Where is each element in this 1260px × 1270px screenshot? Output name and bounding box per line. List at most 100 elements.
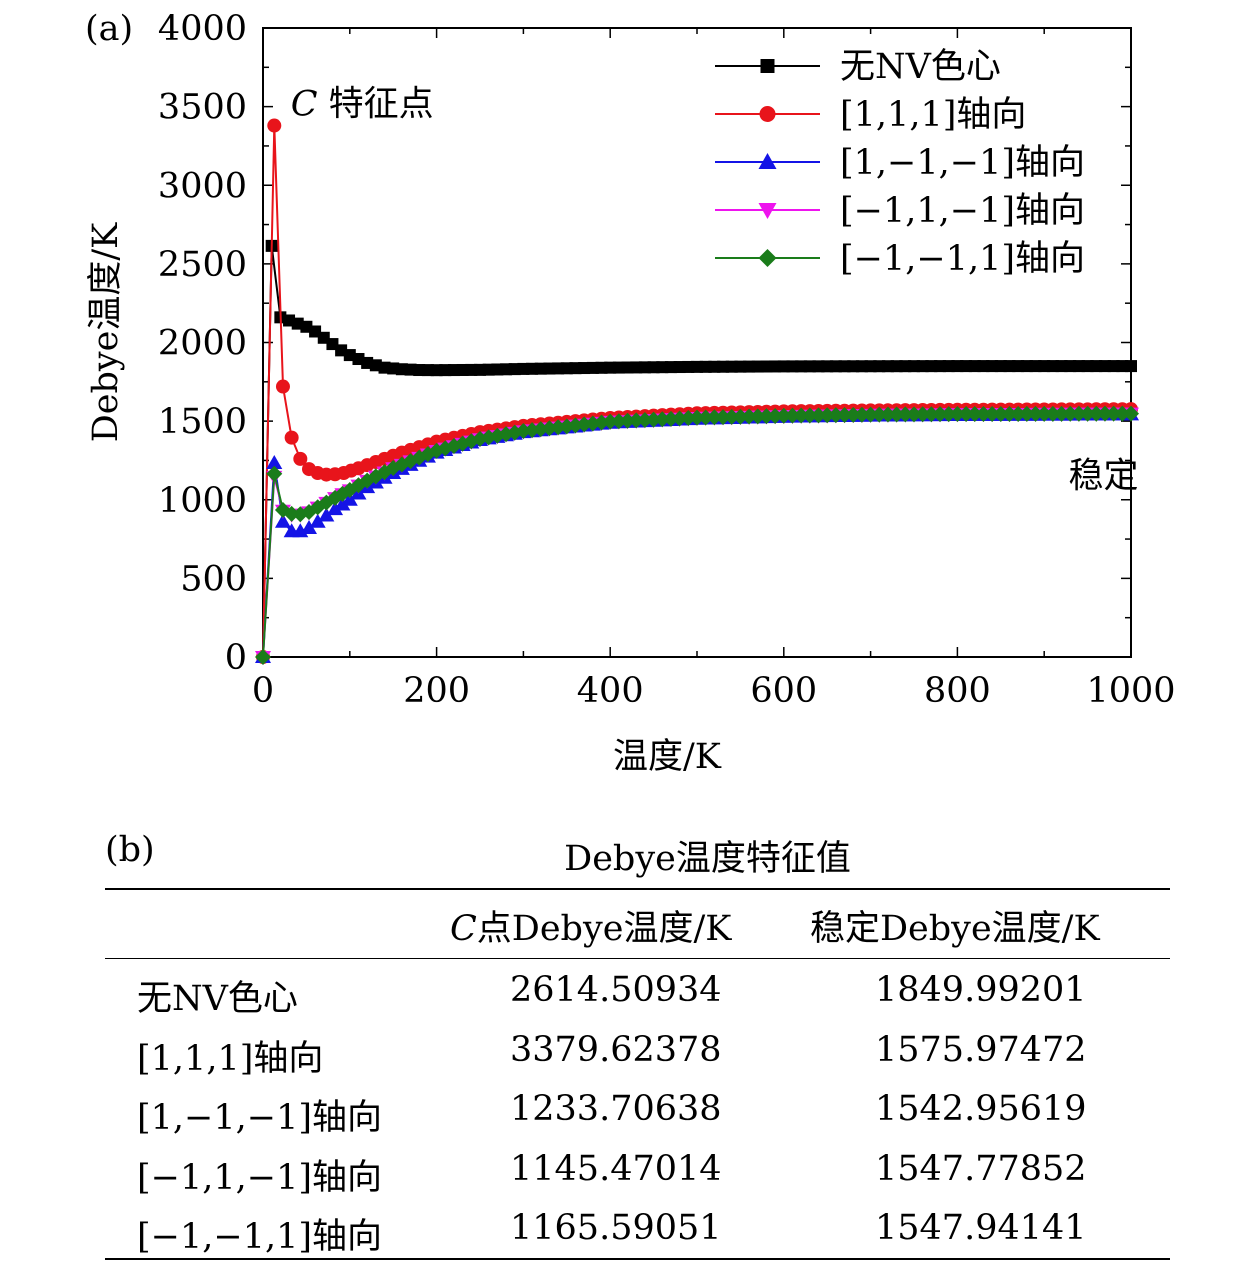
marker-diamond <box>897 406 914 423</box>
legend-entry-2: [1,−1,−1]轴向 <box>715 143 1085 183</box>
marker-diamond <box>689 409 705 426</box>
row-stable-value: 1547.77852 <box>875 1148 1087 1189</box>
row-name: 无NV色心 <box>137 979 298 1019</box>
legend-label: [−1,−1,1]轴向 <box>840 239 1085 279</box>
row-stable-value: 1547.94141 <box>875 1208 1087 1248</box>
marker-circle <box>275 379 290 394</box>
row-c-point-value: 1145.47014 <box>510 1148 722 1189</box>
legend-entry-4: [−1,−1,1]轴向 <box>715 239 1085 279</box>
marker-diamond <box>697 409 714 426</box>
marker-diamond <box>1096 405 1113 422</box>
marker-diamond <box>619 412 636 429</box>
marker-triangle-up <box>274 513 291 528</box>
marker-diamond <box>645 411 662 428</box>
marker-diamond <box>966 406 983 423</box>
marker-square <box>760 59 775 73</box>
legend-label: [1,1,1]轴向 <box>840 95 1026 135</box>
annotation-feature-text: 特征点 <box>329 84 434 124</box>
marker-circle <box>293 451 308 466</box>
debye-temperature-chart: (a) 0 200 400 600 800 1000 0 500 1000 1500 2000 250… <box>85 9 1176 777</box>
marker-diamond <box>1044 405 1061 422</box>
marker-diamond <box>853 406 870 423</box>
marker-diamond <box>1001 405 1018 422</box>
marker-diamond <box>940 406 957 423</box>
row-name: [−1,−1,1]轴向 <box>137 1217 383 1257</box>
y-tick-label: 2500 <box>158 245 247 285</box>
marker-diamond <box>255 649 271 665</box>
marker-circle <box>267 118 282 133</box>
marker-diamond <box>932 406 949 423</box>
marker-triangle-up <box>318 507 335 522</box>
marker-diamond <box>1036 405 1053 422</box>
marker-diamond <box>1088 405 1105 422</box>
marker-diamond <box>975 406 992 423</box>
marker-diamond <box>871 406 888 423</box>
marker-diamond <box>992 405 1009 422</box>
marker-square <box>508 363 521 376</box>
marker-triangle-up <box>327 501 344 516</box>
legend-entry-1: [1,1,1]轴向 <box>715 95 1026 135</box>
y-tick-label: 4000 <box>158 9 247 49</box>
marker-diamond <box>749 408 766 425</box>
marker-diamond <box>923 406 940 423</box>
marker-diamond <box>784 407 801 424</box>
marker-square <box>1125 360 1137 373</box>
marker-diamond <box>810 407 827 424</box>
marker-diamond <box>732 408 749 425</box>
marker-circle <box>759 106 776 122</box>
legend-label: [−1,1,−1]轴向 <box>840 191 1085 231</box>
y-axis-label: Debye温度/K <box>86 222 126 442</box>
row-c-point-value: 3379.62378 <box>510 1029 722 1070</box>
legend-label: 无NV色心 <box>840 47 1001 87</box>
marker-diamond <box>723 408 740 425</box>
table-row: [−1,−1,1]轴向 1165.59051 1547.94141 <box>105 1208 1170 1268</box>
marker-triangle-up <box>266 455 283 470</box>
marker-diamond <box>914 406 931 423</box>
table-row: [1,−1,−1]轴向 1233.70638 1542.95619 <box>105 1089 1170 1149</box>
series-3 <box>255 407 1139 665</box>
marker-diamond <box>801 407 818 424</box>
x-tick-label: 1000 <box>1086 671 1175 711</box>
row-stable-value: 1575.97472 <box>875 1029 1087 1070</box>
marker-diamond <box>680 410 697 427</box>
marker-diamond <box>767 407 784 424</box>
header-c-point: C点Debye温度/K <box>450 909 732 949</box>
marker-diamond <box>628 412 645 429</box>
row-c-point-value: 1165.59051 <box>510 1208 722 1248</box>
row-name: [1,1,1]轴向 <box>137 1038 324 1079</box>
series-4 <box>255 405 1139 665</box>
row-stable-value: 1849.99201 <box>875 970 1087 1010</box>
marker-diamond <box>1114 405 1131 422</box>
marker-diamond <box>610 413 627 430</box>
table-title: Debye温度特征值 <box>564 839 851 879</box>
x-tick-label: 0 <box>252 671 274 711</box>
marker-triangle-up <box>309 513 326 528</box>
marker-diamond <box>949 406 966 423</box>
marker-triangle-up <box>301 520 318 535</box>
marker-diamond <box>984 405 1001 422</box>
x-tick-label: 200 <box>403 671 470 711</box>
marker-triangle-up <box>758 153 777 169</box>
x-axis-label: 温度/K <box>613 737 722 777</box>
marker-diamond <box>1105 405 1122 422</box>
table-bottom-rule <box>105 1258 1170 1260</box>
marker-diamond <box>266 465 283 482</box>
marker-circle <box>284 430 299 445</box>
table-header-rule <box>105 958 1170 959</box>
table-row: [1,1,1]轴向 3379.62378 1575.97472 <box>105 1030 1170 1090</box>
table-top-rule <box>105 888 1170 890</box>
marker-diamond <box>845 406 862 423</box>
marker-diamond <box>715 409 732 426</box>
marker-triangle-up <box>334 496 351 511</box>
marker-diamond <box>1027 405 1044 422</box>
marker-diamond <box>758 408 775 425</box>
marker-diamond <box>671 410 688 427</box>
marker-diamond <box>283 505 300 522</box>
marker-diamond <box>836 407 853 424</box>
row-name: [−1,1,−1]轴向 <box>137 1157 383 1198</box>
table-row: 无NV色心 2614.50934 1849.99201 <box>105 970 1170 1030</box>
panel-b-label: (b) <box>105 830 155 870</box>
marker-diamond <box>958 406 975 423</box>
marker-diamond <box>758 249 777 267</box>
legend-entry-3: [−1,1,−1]轴向 <box>715 191 1085 231</box>
